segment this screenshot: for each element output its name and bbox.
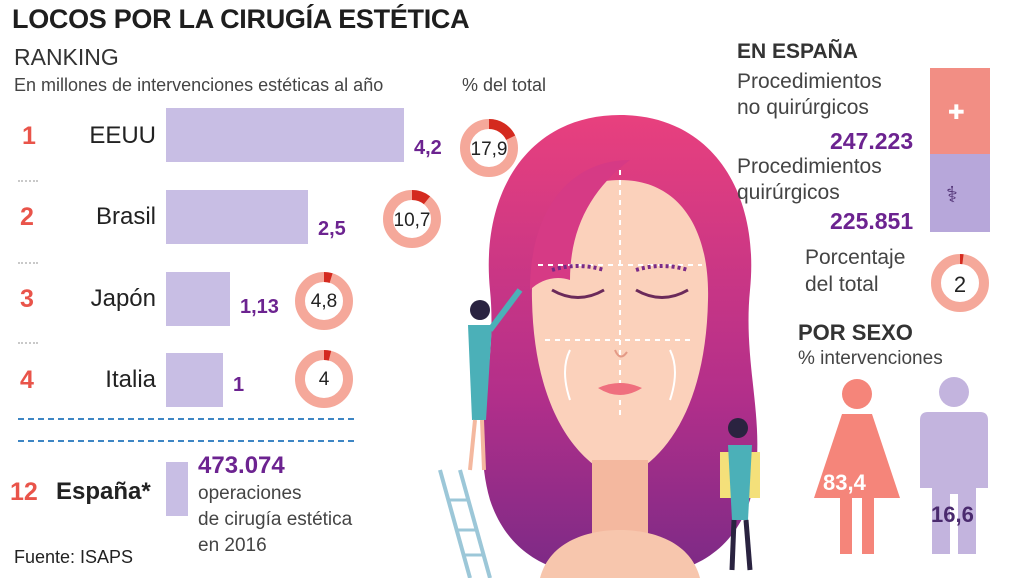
female-value: 83,4	[823, 470, 866, 495]
row-separator	[18, 262, 38, 264]
country-label: Japón	[90, 285, 156, 312]
page-title: LOCOS POR LA CIRUGÍA ESTÉTICA	[12, 4, 470, 34]
face-illustration	[438, 115, 760, 578]
injection-icon: ✚	[948, 102, 965, 124]
donut-label: 10,7	[393, 210, 431, 231]
source-note: Fuente: ISAPS	[14, 547, 134, 567]
donut-japon	[295, 272, 353, 330]
non-surgical-label-2: no quirúrgicos	[737, 96, 869, 119]
value-label: 2,5	[318, 218, 346, 240]
country-label: EEUU	[89, 122, 156, 149]
donut-label: 4	[318, 369, 330, 390]
spain-label: España*	[56, 478, 151, 505]
bar-italia	[166, 353, 223, 407]
surgical-label-1: Procedimientos	[737, 155, 882, 178]
non-surgical-value: 247.223	[830, 128, 914, 154]
donut-label: 2	[953, 272, 967, 297]
row-separator	[18, 180, 38, 182]
surgical-block: ⚕	[930, 154, 990, 232]
non-surgical-block: ✚	[930, 68, 990, 154]
ranking-heading: RANKING	[14, 44, 119, 70]
spain-heading: EN ESPAÑA	[737, 40, 858, 63]
procedures-stack: ✚ ⚕	[930, 68, 990, 232]
spain-text-2: de cirugía estética	[198, 509, 353, 530]
country-label: Brasil	[95, 203, 156, 230]
donut-label: 17,9	[470, 139, 508, 160]
spain-value: 473.074	[198, 452, 285, 479]
dashed-divider	[18, 440, 354, 442]
donut-italia	[295, 350, 353, 408]
bar-brasil	[166, 190, 308, 244]
donut-espana	[931, 254, 989, 312]
donut-brasil	[383, 190, 441, 248]
non-surgical-label-1: Procedimientos	[737, 70, 882, 93]
rank-number: 1	[22, 122, 36, 150]
pct-total-label-2: del total	[805, 273, 879, 296]
dashed-divider	[18, 418, 354, 420]
female-icon	[814, 379, 900, 554]
country-label: Italia	[105, 366, 156, 393]
rank-number: 4	[20, 366, 34, 394]
spain-text-1: operaciones	[198, 483, 302, 504]
pct-total-label-1: Porcentaje	[805, 246, 906, 269]
sex-heading: POR SEXO	[798, 320, 913, 345]
value-label: 1,13	[240, 296, 279, 318]
spain-rank: 12	[10, 478, 38, 506]
value-label: 4,2	[414, 137, 442, 159]
percent-heading: % del total	[462, 75, 547, 95]
bar-eeuu	[166, 108, 404, 162]
bar-japon	[166, 272, 230, 326]
donut-eeuu	[460, 119, 518, 177]
spain-text-3: en 2016	[198, 535, 267, 556]
donut-label: 4,8	[310, 291, 338, 312]
rank-number: 2	[20, 203, 34, 231]
surgery-icon: ⚕	[946, 182, 958, 207]
surgical-label-2: quirúrgicos	[737, 181, 840, 204]
sex-subheading: % intervenciones	[798, 348, 943, 369]
bar-espana	[166, 462, 188, 516]
value-label: 1	[233, 374, 245, 396]
chart-subtitle: En millones de intervenciones estéticas …	[14, 75, 384, 95]
surgical-value: 225.851	[830, 208, 914, 234]
rank-number: 3	[20, 285, 34, 313]
male-icon	[920, 377, 988, 554]
male-value: 16,6	[931, 502, 974, 527]
row-separator	[18, 342, 38, 344]
